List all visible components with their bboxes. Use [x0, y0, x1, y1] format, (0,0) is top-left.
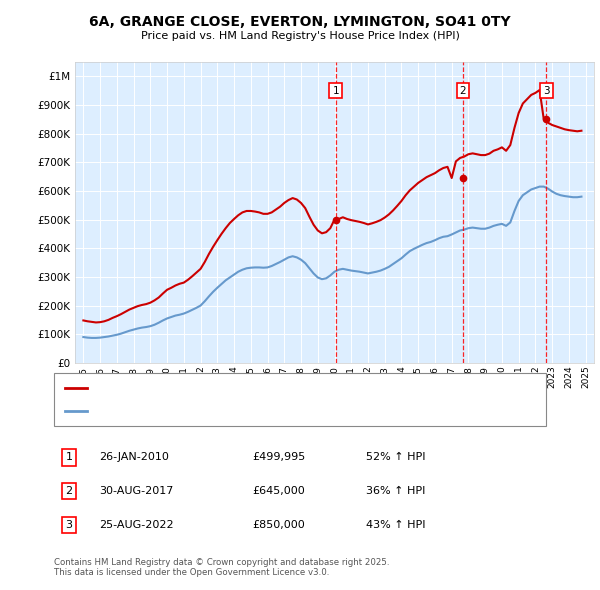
Text: Price paid vs. HM Land Registry's House Price Index (HPI): Price paid vs. HM Land Registry's House …: [140, 31, 460, 41]
Text: 3: 3: [543, 86, 550, 96]
Text: £499,995: £499,995: [252, 453, 305, 462]
Text: 1: 1: [332, 86, 339, 96]
Text: 25-AUG-2022: 25-AUG-2022: [99, 520, 173, 530]
Text: 6A, GRANGE CLOSE, EVERTON, LYMINGTON, SO41 0TY: 6A, GRANGE CLOSE, EVERTON, LYMINGTON, SO…: [89, 15, 511, 29]
Text: 43% ↑ HPI: 43% ↑ HPI: [366, 520, 425, 530]
Text: £645,000: £645,000: [252, 486, 305, 496]
Text: 3: 3: [65, 520, 73, 530]
Text: 1: 1: [65, 453, 73, 462]
Text: £850,000: £850,000: [252, 520, 305, 530]
Text: 6A, GRANGE CLOSE, EVERTON, LYMINGTON, SO41 0TY (detached house): 6A, GRANGE CLOSE, EVERTON, LYMINGTON, SO…: [91, 383, 445, 393]
Text: 30-AUG-2017: 30-AUG-2017: [99, 486, 173, 496]
Text: 26-JAN-2010: 26-JAN-2010: [99, 453, 169, 462]
Text: 36% ↑ HPI: 36% ↑ HPI: [366, 486, 425, 496]
Text: 52% ↑ HPI: 52% ↑ HPI: [366, 453, 425, 462]
Text: 2: 2: [460, 86, 466, 96]
Text: HPI: Average price, detached house, New Forest: HPI: Average price, detached house, New …: [91, 406, 326, 416]
Text: 2: 2: [65, 486, 73, 496]
Text: Contains HM Land Registry data © Crown copyright and database right 2025.
This d: Contains HM Land Registry data © Crown c…: [54, 558, 389, 577]
